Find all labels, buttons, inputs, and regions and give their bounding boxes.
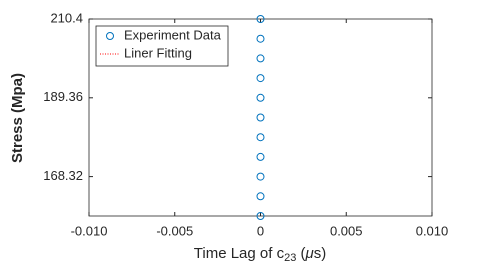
x-label-text: Time Lag of c <box>194 245 285 262</box>
legend-box <box>95 25 229 67</box>
data-point <box>256 113 265 122</box>
data-point <box>256 93 265 102</box>
legend-marker <box>106 32 114 40</box>
y-tick-label: 168.32 <box>43 168 83 183</box>
legend-label: Experiment Data <box>124 27 222 42</box>
x-tick-label: 0 <box>257 223 264 238</box>
data-point <box>256 133 265 142</box>
y-tick-label: 210.4 <box>50 10 83 25</box>
x-tick-label: 0.005 <box>330 223 363 238</box>
x-axis-label: Time Lag of c23 (μs) <box>194 245 326 264</box>
x-tick-label: -0.010 <box>71 223 108 238</box>
y-axis-label: Stress (Mpa) <box>9 73 26 163</box>
data-point <box>256 15 265 23</box>
data-point <box>256 74 265 83</box>
data-point <box>256 54 265 63</box>
data-point <box>256 172 265 181</box>
y-tick-label: 189.36 <box>43 89 83 104</box>
x-tick-label: 0.010 <box>416 223 449 238</box>
legend-label: Liner Fitting <box>124 45 192 60</box>
x-label-close: s) <box>314 245 327 262</box>
data-point <box>256 192 265 201</box>
x-tick-label: -0.005 <box>156 223 193 238</box>
data-point <box>256 212 265 220</box>
x-label-mu: μ <box>305 245 314 262</box>
data-point <box>256 152 265 161</box>
data-point <box>256 34 265 43</box>
x-label-subscript: 23 <box>284 252 296 264</box>
x-label-open: ( <box>296 245 305 262</box>
